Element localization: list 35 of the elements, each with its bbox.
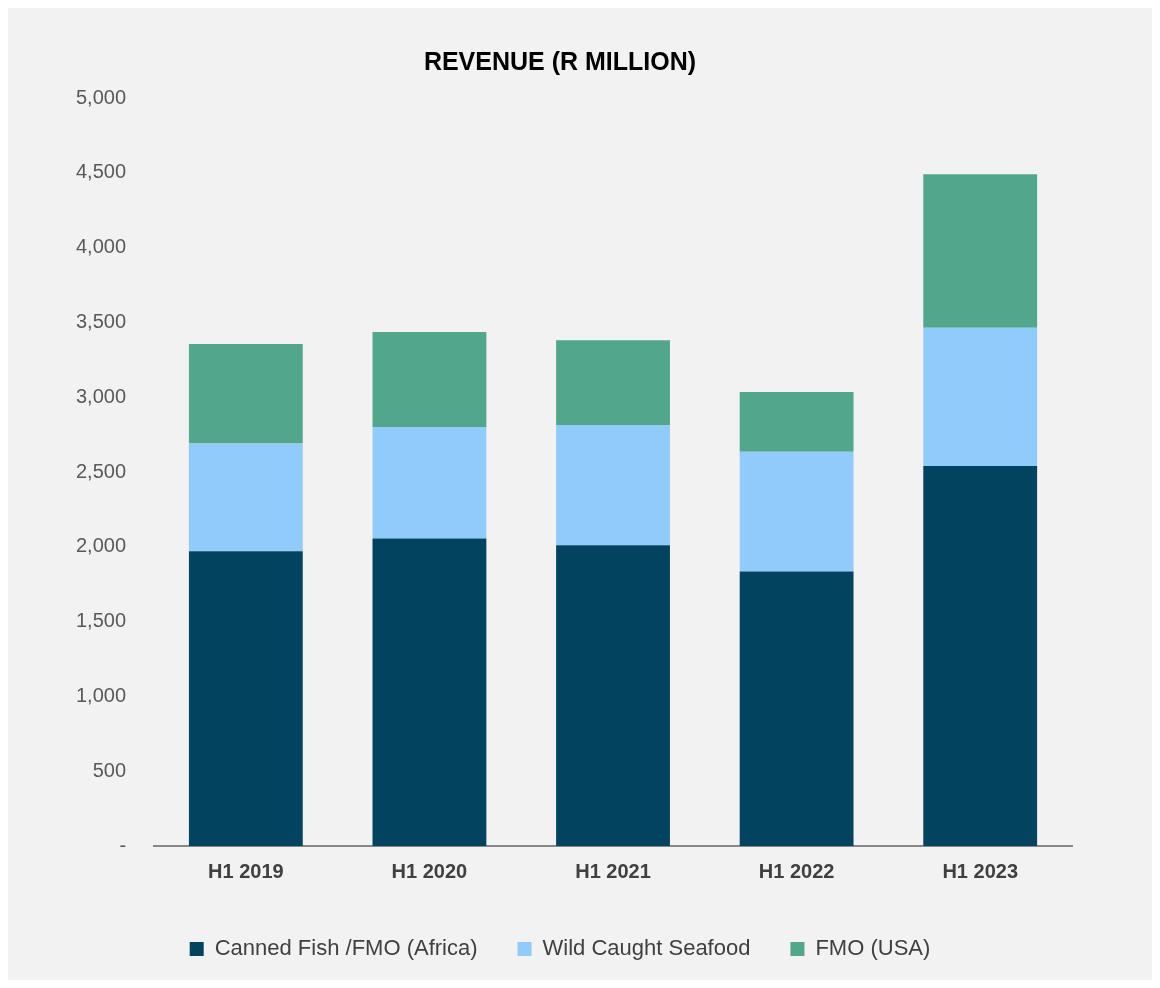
bar — [923, 174, 1038, 328]
bar — [188, 551, 303, 846]
y-tick-label: 5,000 — [75, 85, 127, 108]
bar — [188, 344, 303, 444]
bar — [923, 327, 1038, 467]
x-tick-label: H1 2021 — [575, 859, 651, 882]
bar — [739, 571, 854, 846]
bar — [372, 427, 487, 539]
legend-label: Canned Fish /FMO (Africa) — [214, 935, 478, 961]
legend-label: FMO (USA) — [815, 935, 931, 961]
legend-label: Wild Caught Seafood — [542, 935, 751, 961]
y-tick-label: 3,500 — [75, 309, 127, 332]
x-tick-label: H1 2019 — [208, 859, 284, 882]
y-tick-label: 4,500 — [75, 160, 127, 183]
y-tick-label: 2,000 — [75, 534, 127, 557]
y-tick-label: 2,500 — [75, 459, 127, 482]
bar — [188, 443, 303, 552]
x-tick-label: H1 2022 — [758, 859, 835, 882]
y-tick-label: 1,500 — [75, 609, 127, 632]
y-tick-label: 1,000 — [75, 683, 127, 706]
bar — [739, 451, 854, 572]
y-tick-label: 4,000 — [75, 235, 127, 258]
bar — [372, 538, 487, 846]
bar — [556, 545, 670, 846]
bar — [372, 332, 487, 428]
y-tick-label: 500 — [92, 758, 127, 781]
x-tick-label: H1 2023 — [942, 859, 1019, 882]
bar — [556, 340, 670, 425]
y-tick-label: - — [119, 833, 127, 856]
bar — [556, 424, 670, 546]
bar — [923, 466, 1038, 846]
bar — [739, 391, 854, 452]
chart-title: REVENUE (R MILLION) — [423, 46, 697, 75]
x-tick-label: H1 2020 — [391, 859, 468, 882]
y-tick-label: 3,000 — [75, 384, 127, 407]
